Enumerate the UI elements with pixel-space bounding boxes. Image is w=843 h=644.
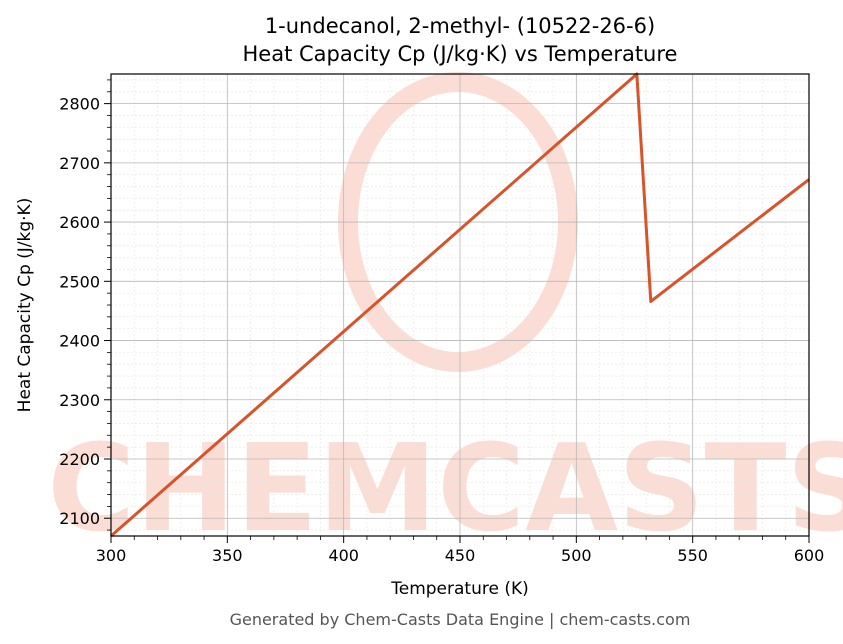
x-tick-label: 550 [677, 546, 708, 565]
axis-ticks [104, 79, 810, 543]
y-tick-labels: 2100 2200 2300 2400 2500 2600 2700 2800 [59, 95, 100, 529]
y-tick-label: 2600 [59, 213, 100, 232]
plot-frame [110, 73, 810, 537]
y-tick-label: 2700 [59, 154, 100, 173]
x-tick-labels: 300 350 400 450 500 550 600 [96, 546, 825, 565]
y-tick-label: 2100 [59, 509, 100, 528]
footer-credit: Generated by Chem-Casts Data Engine | ch… [230, 610, 691, 629]
x-tick-label: 600 [794, 546, 825, 565]
chart-title: 1-undecanol, 2-methyl- (10522-26-6) [265, 14, 655, 38]
y-tick-label: 2800 [59, 95, 100, 114]
x-tick-label: 350 [212, 546, 243, 565]
y-tick-label: 2400 [59, 332, 100, 351]
chart-subtitle: Heat Capacity Cp (J/kg·K) vs Temperature [243, 42, 678, 66]
x-tick-label: 400 [328, 546, 359, 565]
y-tick-label: 2500 [59, 272, 100, 291]
y-tick-label: 2300 [59, 391, 100, 410]
watermark-text: CHEMCASTS [47, 420, 843, 559]
y-axis-label: Heat Capacity Cp (J/kg·K) [15, 198, 35, 413]
major-grid [110, 74, 810, 536]
x-axis-label: Temperature (K) [390, 579, 529, 599]
x-tick-label: 500 [561, 546, 592, 565]
x-tick-label: 300 [96, 546, 127, 565]
x-tick-label: 450 [445, 546, 476, 565]
series-line [110, 72, 810, 538]
y-tick-label: 2200 [59, 450, 100, 469]
